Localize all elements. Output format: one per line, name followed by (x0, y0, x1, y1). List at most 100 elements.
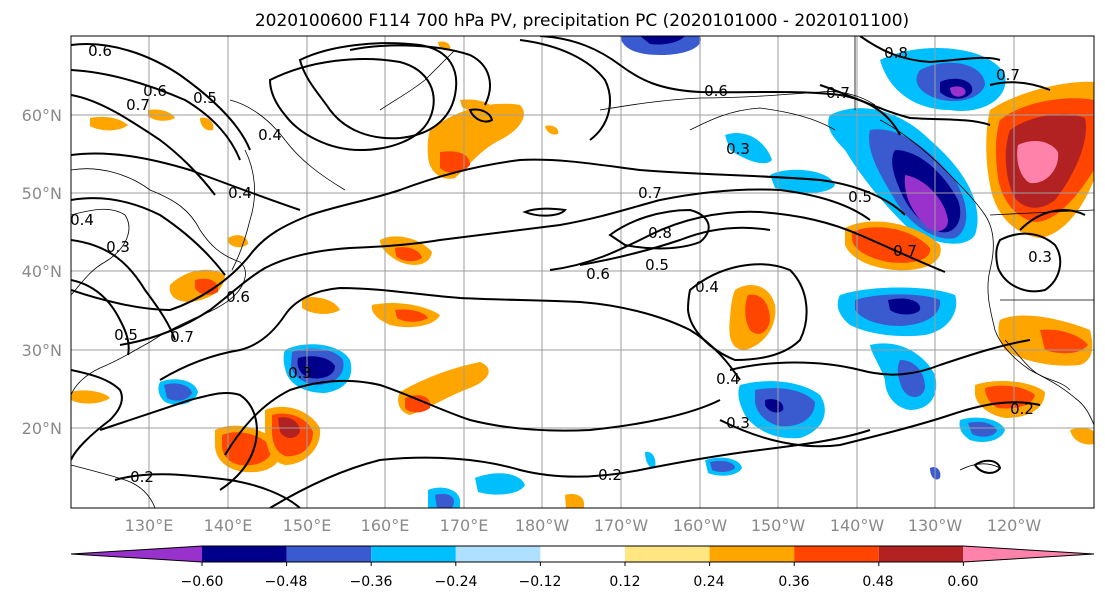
contour-label: 0.8 (648, 224, 672, 242)
pv-contour (71, 43, 251, 151)
precip-area (755, 388, 815, 427)
contour-label: 0.2 (1010, 400, 1034, 418)
precip-area (405, 395, 431, 413)
pv-contour (224, 379, 721, 456)
pv-contour (349, 44, 491, 106)
pv-contour (71, 69, 241, 161)
lat-label: 50°N (22, 184, 62, 203)
precip-negative-shading (158, 36, 1006, 508)
colorbar-tick-label: 0.48 (862, 574, 893, 590)
contour-label: 0.7 (996, 66, 1020, 84)
colorbar-segment (71, 546, 202, 562)
colorbar-segment (709, 546, 795, 562)
pv-contour (719, 401, 1041, 448)
colorbar-tick-label: −0.48 (265, 574, 308, 590)
pv-contour (819, 84, 991, 126)
contour-label: 0.3 (1028, 248, 1052, 266)
lon-label: 170°E (440, 516, 489, 535)
contour-label: 0.5 (645, 256, 669, 274)
colorbar-segment (794, 546, 879, 562)
pv-contour (71, 197, 226, 276)
contour-label: 0.7 (826, 84, 850, 102)
colorbar-segment (202, 546, 287, 562)
pv-contour (579, 226, 771, 266)
lon-label: 120°W (987, 516, 1042, 535)
precip-area (395, 309, 428, 322)
contour-label: 0.8 (884, 44, 908, 62)
precip-area (888, 298, 921, 315)
lat-label: 40°N (22, 262, 62, 281)
precip-area (640, 36, 685, 45)
pv-contour (71, 369, 123, 461)
contour-label: 0.5 (114, 326, 138, 344)
pv-contour (71, 239, 176, 341)
coastline (71, 208, 130, 296)
pv-contour (549, 210, 946, 273)
contour-label: 0.4 (258, 126, 282, 144)
contour-labels: 0.6 0.6 0.5 0.7 0.4 0.4 0.4 0.3 0.5 0.6 … (71, 42, 1052, 486)
coastline (229, 99, 346, 191)
colorbar (70, 545, 1095, 566)
contour-label: 0.7 (170, 328, 194, 346)
longitude-labels: 130°E 140°E 150°E 160°E 170°E 180°W 170°… (125, 516, 1042, 535)
coastline (689, 107, 836, 131)
precip-area (395, 247, 422, 262)
coastline (879, 119, 1094, 426)
precip-area (164, 383, 192, 401)
colorbar-tick-label: 0.36 (778, 574, 809, 590)
contour-label: 0.7 (126, 96, 150, 114)
coastline (1004, 339, 1071, 391)
pv-contour (298, 42, 458, 140)
colorbar-segment (963, 546, 1094, 562)
colorbar-tick-label: −0.36 (350, 574, 393, 590)
contour-label: 0.6 (704, 82, 728, 100)
pv-contour (468, 108, 494, 123)
precip-area (1070, 427, 1094, 445)
coastline (379, 49, 456, 111)
colorbar-tick-label: −0.60 (181, 574, 224, 590)
pv-contour (268, 58, 435, 152)
colorbar-tick-label: 0.24 (693, 574, 724, 590)
precip-area (725, 132, 772, 164)
pv-contour (686, 263, 808, 362)
precip-area (968, 421, 997, 437)
precip-area (710, 460, 735, 473)
map-frame (70, 35, 1095, 509)
pv-contour (269, 429, 871, 508)
precip-area (1040, 329, 1088, 354)
colorbar-tick-label: −0.12 (519, 574, 562, 590)
precip-area (904, 175, 948, 232)
lat-label: 30°N (22, 341, 62, 360)
precip-area (200, 117, 214, 131)
precip-area (770, 169, 835, 193)
precip-area (545, 125, 559, 135)
colorbar-tick-label: −0.24 (435, 574, 478, 590)
lon-label: 140°E (204, 516, 253, 535)
pv-contour (99, 391, 258, 491)
pv-contour (522, 207, 567, 217)
contour-label: 0.2 (598, 466, 622, 484)
pv-contour (729, 339, 1031, 376)
contour-label: 0.4 (228, 184, 252, 202)
precip-area (195, 278, 219, 295)
contour-label: 0.3 (106, 238, 130, 256)
pv-contour (608, 208, 710, 250)
coastline (71, 464, 156, 508)
colorbar-segment (371, 546, 456, 562)
precip-area (90, 116, 128, 131)
precip-area (745, 294, 770, 334)
pv-contour (989, 81, 1051, 91)
lon-label: 170°W (594, 516, 649, 535)
lon-label: 160°E (361, 516, 410, 535)
pv-contour (973, 459, 1002, 474)
coastline (71, 168, 246, 396)
contour-label: 0.3 (288, 364, 312, 382)
lon-label: 140°W (830, 516, 885, 535)
pv-contour (859, 36, 1001, 64)
precip-area (565, 494, 585, 508)
pv-contour (114, 473, 301, 508)
precip-area (435, 493, 455, 508)
colorbar-segment (878, 546, 964, 562)
pv-contours (71, 36, 1086, 508)
